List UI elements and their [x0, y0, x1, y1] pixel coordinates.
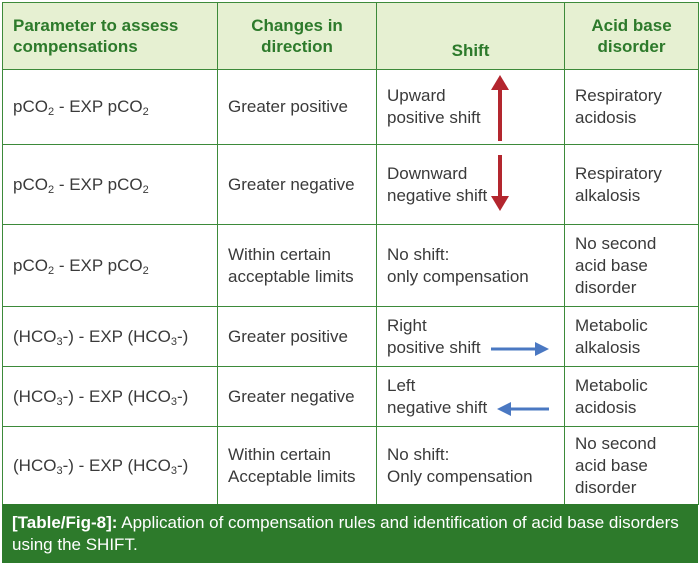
table-row: pCO2 - EXP pCO2 Greater negative Downwar…: [2, 144, 699, 225]
shift-cell: No shift: only compensation: [376, 224, 565, 307]
caption-text: Application of compensation rules and id…: [12, 513, 679, 554]
compensation-table: Parameter to assess compensations Change…: [2, 2, 699, 505]
table-row: pCO2 - EXP pCO2 Within certain acceptable…: [2, 224, 699, 307]
header-shift: Shift: [376, 2, 565, 70]
changes-cell: Greater negative: [217, 144, 377, 225]
shift-cell: Upward positive shift: [376, 69, 565, 145]
header-parameter: Parameter to assess compensations: [2, 2, 218, 70]
down-arrow-icon: [491, 155, 509, 211]
figure-caption: [Table/Fig-8]: Application of compensati…: [2, 504, 698, 563]
disorder-cell: No second acid base disorder: [564, 224, 699, 307]
disorder-cell: Metabolic alkalosis: [564, 306, 699, 367]
caption-label: [Table/Fig-8]:: [12, 513, 118, 532]
header-disorder: Acid base disorder: [564, 2, 699, 70]
parameter-cell: pCO2 - EXP pCO2: [2, 144, 218, 225]
parameter-cell: pCO2 - EXP pCO2: [2, 224, 218, 307]
changes-cell: Within certain Acceptable limits: [217, 426, 377, 505]
disorder-cell: Respiratory alkalosis: [564, 144, 699, 225]
changes-cell: Greater negative: [217, 366, 377, 427]
changes-cell: Greater positive: [217, 306, 377, 367]
table-row: pCO2 - EXP pCO2 Greater positive Upward p…: [2, 69, 699, 145]
changes-cell: Within certain acceptable limits: [217, 224, 377, 307]
header-changes: Changes in direction: [217, 2, 377, 70]
parameter-cell: (HCO3-) - EXP (HCO3-): [2, 366, 218, 427]
table-row: (HCO3-) - EXP (HCO3-) Greater positive R…: [2, 306, 699, 367]
header-row: Parameter to assess compensations Change…: [2, 2, 699, 70]
shift-cell: Downward negative shift: [376, 144, 565, 225]
table-row: (HCO3-) - EXP (HCO3-) Within certain Acce…: [2, 426, 699, 505]
shift-cell: Left negative shift: [376, 366, 565, 427]
parameter-cell: (HCO3-) - EXP (HCO3-): [2, 306, 218, 367]
parameter-cell: (HCO3-) - EXP (HCO3-): [2, 426, 218, 505]
table-row: (HCO3-) - EXP (HCO3-) Greater negative L…: [2, 366, 699, 427]
parameter-cell: pCO2 - EXP pCO2: [2, 69, 218, 145]
up-arrow-icon: [491, 75, 509, 141]
left-arrow-icon: [497, 402, 549, 416]
shift-cell: Right positive shift: [376, 306, 565, 367]
disorder-cell: Respiratory acidosis: [564, 69, 699, 145]
disorder-cell: No second acid base disorder: [564, 426, 699, 505]
shift-cell: No shift: Only compensation: [376, 426, 565, 505]
right-arrow-icon: [491, 342, 549, 356]
changes-cell: Greater positive: [217, 69, 377, 145]
disorder-cell: Metabolic acidosis: [564, 366, 699, 427]
